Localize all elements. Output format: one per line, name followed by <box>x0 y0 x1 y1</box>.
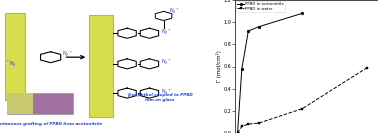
Bar <box>5 13 25 100</box>
Line: PPBD in acetonitrile: PPBD in acetonitrile <box>236 12 304 133</box>
PPBD in acetonitrile <box>246 30 251 32</box>
Text: β-naphthol coupled to PPBD
film on glass: β-naphthol coupled to PPBD film on glass <box>127 93 193 102</box>
PPBD in water <box>365 67 369 68</box>
Line: PPBD in water: PPBD in water <box>236 66 369 133</box>
Bar <box>7 93 73 114</box>
PPBD in acetonitrile <box>240 68 244 70</box>
Text: N$_2$$^+$: N$_2$$^+$ <box>169 6 181 16</box>
Text: N$_2$$^+$: N$_2$$^+$ <box>161 87 172 97</box>
PPBD in acetonitrile <box>257 26 262 27</box>
Y-axis label: Γ (mol/cm²): Γ (mol/cm²) <box>216 51 222 82</box>
Legend: PPBD in acetonitrile, PPBD in water: PPBD in acetonitrile, PPBD in water <box>236 1 285 12</box>
PPBD in acetonitrile <box>300 13 305 14</box>
PPBD in acetonitrile <box>235 132 240 133</box>
Bar <box>90 15 113 117</box>
PPBD in water <box>240 126 244 127</box>
Bar <box>7 93 33 114</box>
PPBD in water <box>257 122 262 124</box>
Text: N$_2$$^+$: N$_2$$^+$ <box>161 27 172 37</box>
PPBD in water <box>300 108 305 109</box>
PPBD in water <box>246 123 251 125</box>
PPBD in water <box>235 132 240 133</box>
Text: Spontaneous grafting of PPBD from acetonitrile: Spontaneous grafting of PPBD from aceton… <box>0 122 103 126</box>
Text: N$_2$$^+$: N$_2$$^+$ <box>161 58 172 67</box>
Text: $^*$N$_2$: $^*$N$_2$ <box>6 59 17 69</box>
Text: N$_2$$^+$: N$_2$$^+$ <box>62 50 73 59</box>
